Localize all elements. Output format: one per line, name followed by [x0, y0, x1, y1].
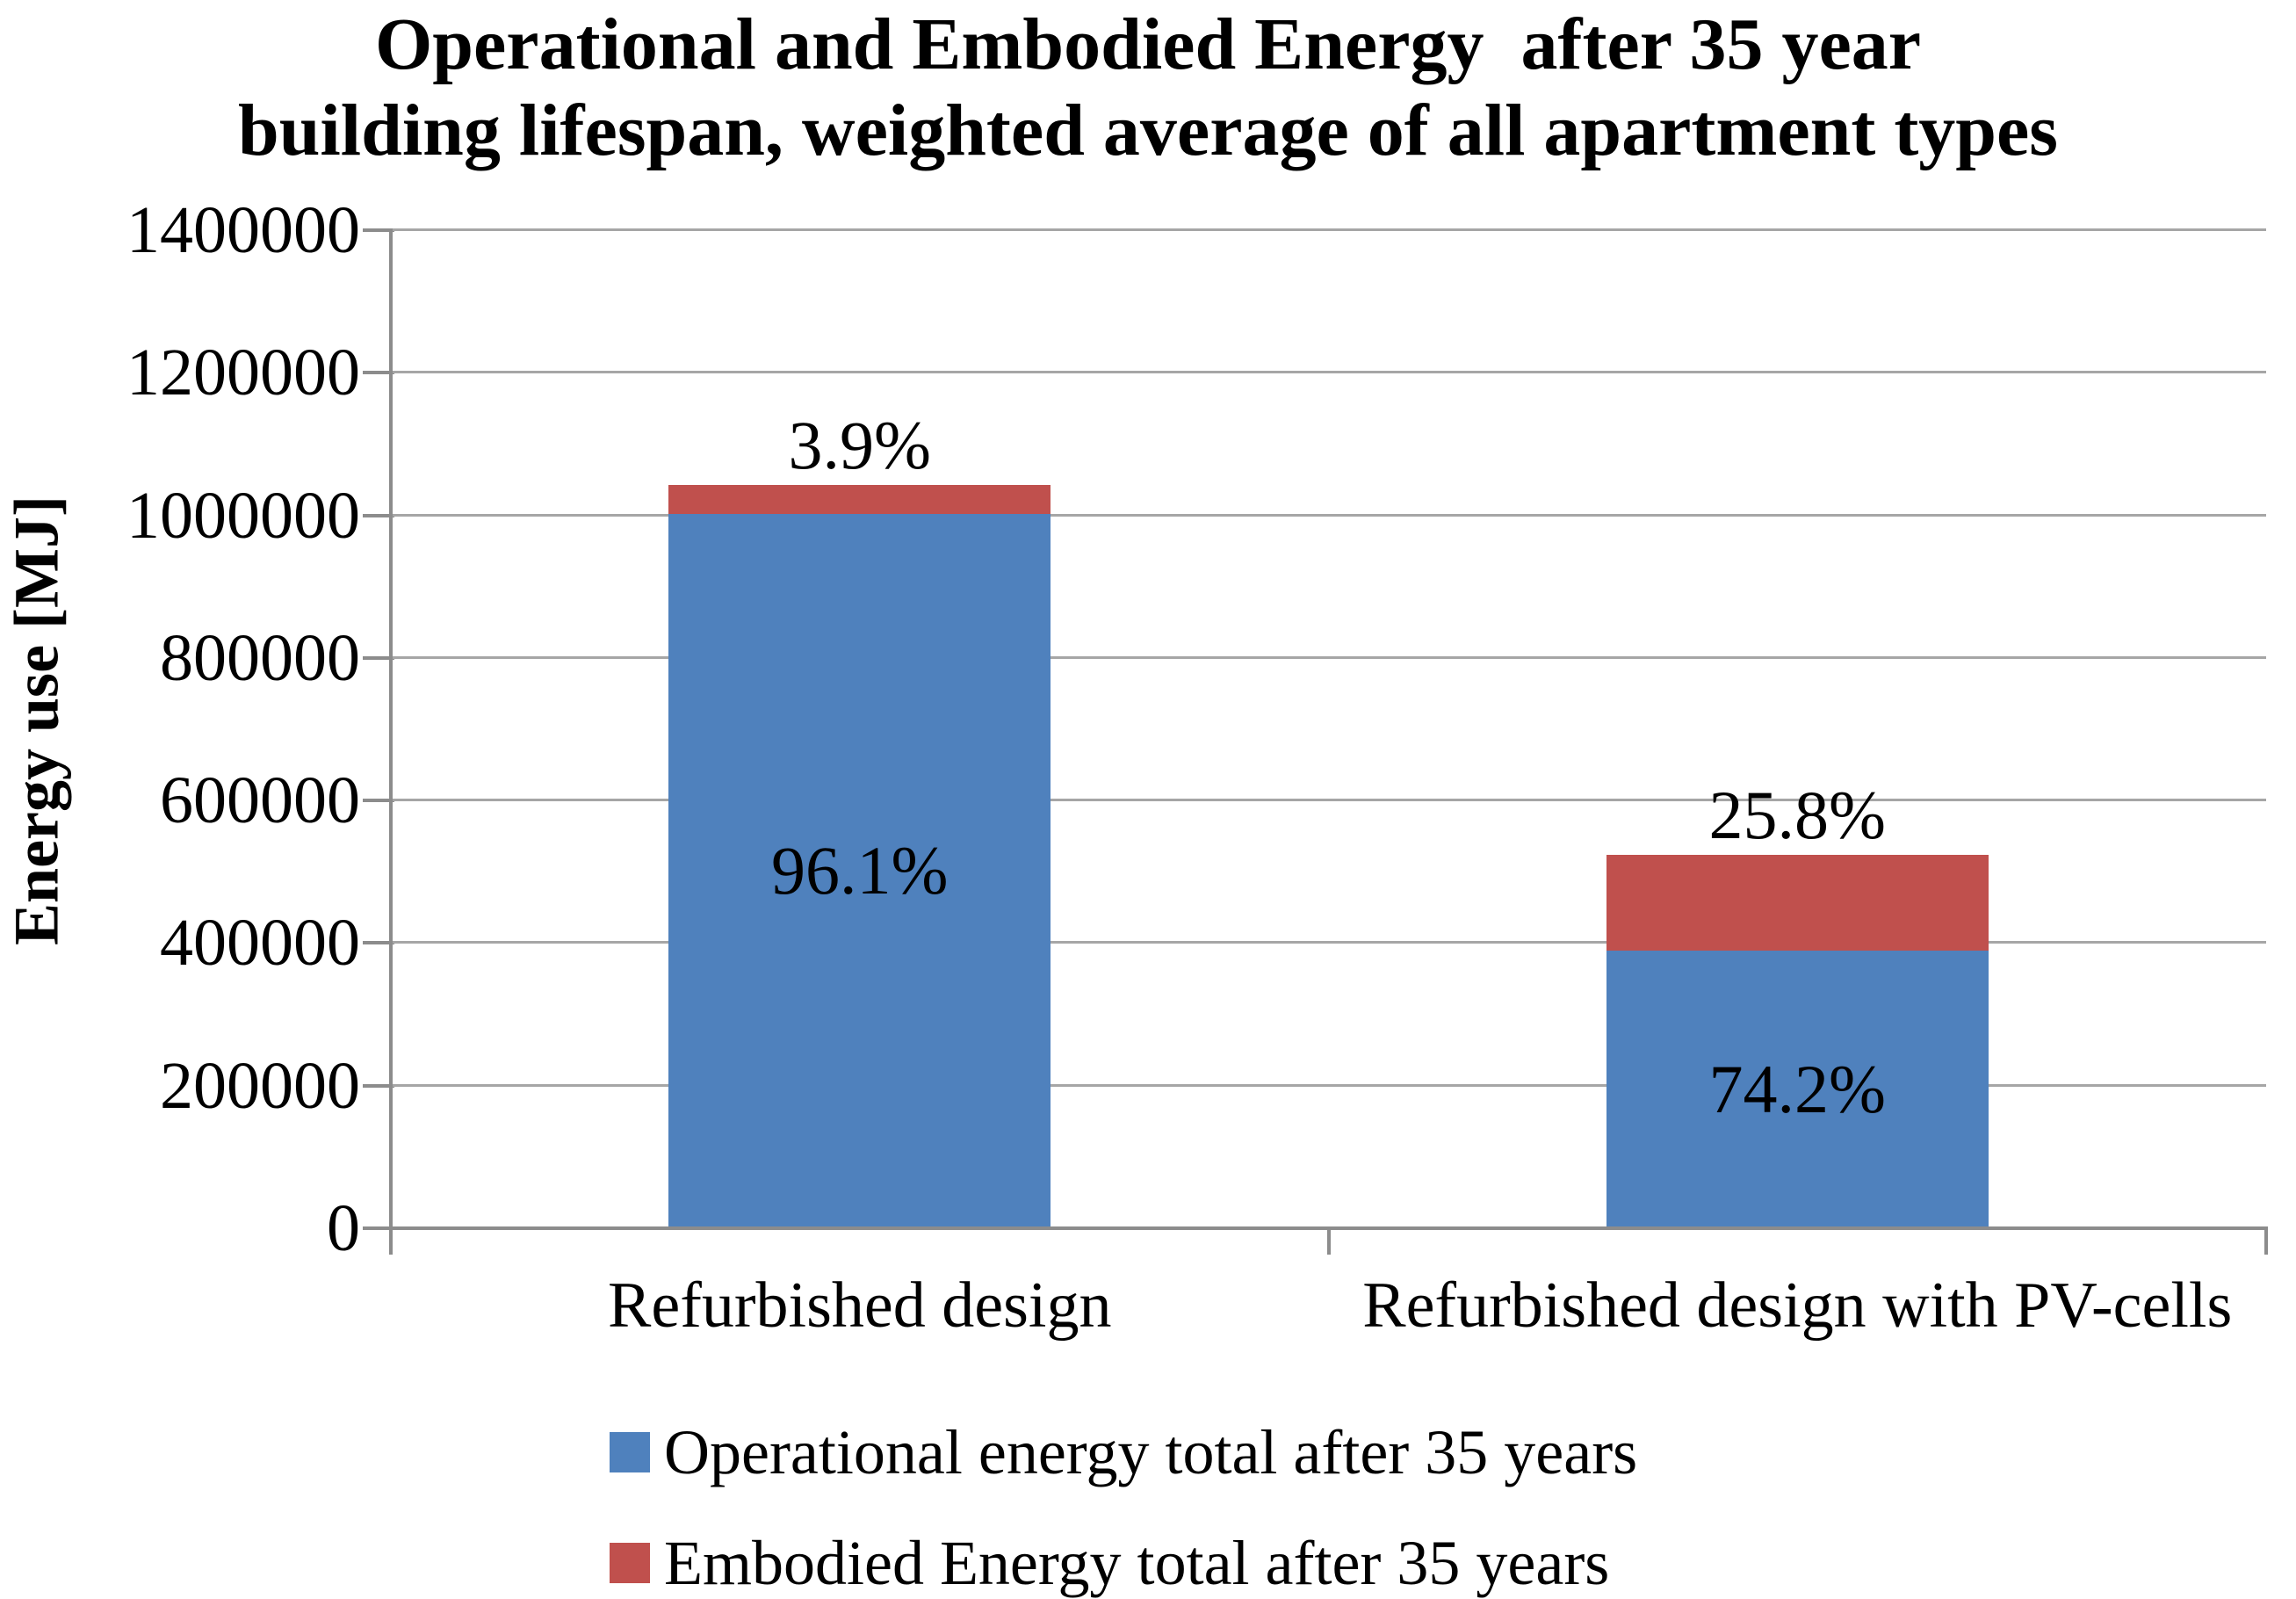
legend-label: Operational energy total after 35 years [664, 1417, 1638, 1487]
plot-area: 96.1% 3.9% 74.2% 25.8% [389, 228, 2268, 1255]
x-tick-mark [2264, 1228, 2268, 1255]
y-tick-mark [363, 655, 394, 660]
legend-label: Embodied Energy total after 35 years [664, 1528, 1610, 1598]
y-tick-mark [363, 371, 394, 375]
y-tick-mark [363, 1226, 394, 1230]
legend-item: Embodied Energy total after 35 years [610, 1523, 1637, 1599]
y-tick-label: 0 [327, 1191, 360, 1265]
legend-swatch [610, 1432, 650, 1472]
gridline [391, 228, 2266, 231]
gridline [391, 1083, 2266, 1087]
y-tick-label: 200000 [160, 1048, 360, 1123]
y-tick-label: 1400000 [126, 193, 360, 267]
data-label-embodied: 25.8% [1708, 776, 1886, 853]
y-tick-label: 600000 [160, 763, 360, 838]
legend-swatch [610, 1543, 650, 1583]
y-tick-mark [363, 1083, 394, 1088]
y-tick-label: 1200000 [126, 336, 360, 410]
bar-segment-embodied [668, 484, 1051, 514]
chart-title: Operational and Embodied Energy after 35… [0, 2, 2296, 174]
x-axis-category-label: Refurbished design [608, 1270, 1112, 1342]
legend: Operational energy total after 35 years E… [610, 1413, 1637, 1599]
gridline [391, 655, 2266, 659]
y-tick-mark [363, 941, 394, 945]
chart-title-line1: Operational and Embodied Energy after 35… [374, 4, 1922, 85]
x-axis-category-label: Refurbished design with PV-cells [1362, 1270, 2233, 1342]
data-label-operational: 74.2% [1708, 1050, 1886, 1127]
bar-segment-operational [668, 513, 1051, 1228]
data-label-operational: 96.1% [771, 832, 949, 909]
y-axis-line [389, 228, 393, 1255]
y-tick-label: 400000 [160, 906, 360, 980]
y-tick-mark [363, 513, 394, 517]
y-tick-mark [363, 228, 394, 232]
bar-segment-embodied [1606, 854, 1989, 951]
y-axis-title: Energy use [MJ] [1, 496, 72, 945]
gridline [391, 941, 2266, 944]
chart-title-line2: building lifespan, weighted average of a… [238, 90, 2058, 171]
gridline [391, 799, 2266, 802]
legend-item: Operational energy total after 35 years [610, 1413, 1637, 1492]
x-tick-mark [389, 1228, 393, 1255]
bar-segment-operational [1606, 950, 1989, 1228]
y-tick-label: 1000000 [126, 478, 360, 553]
gridline [391, 371, 2266, 374]
x-tick-mark [1326, 1228, 1331, 1255]
gridline [391, 513, 2266, 517]
y-tick-mark [363, 799, 394, 803]
y-tick-label: 800000 [160, 620, 360, 695]
data-label-embodied: 3.9% [788, 406, 931, 483]
